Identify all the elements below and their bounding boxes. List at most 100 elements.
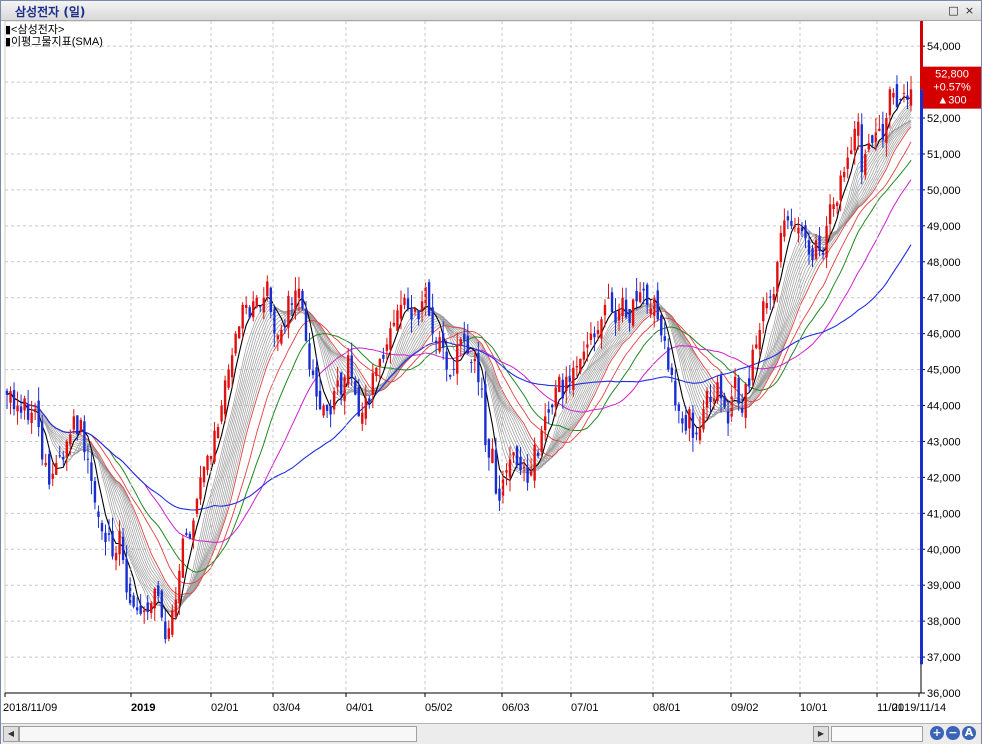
price-tag-change-pct: +0.57% bbox=[933, 82, 971, 94]
candle-body bbox=[213, 430, 216, 462]
candle-body bbox=[603, 304, 607, 316]
candle-body bbox=[614, 312, 617, 323]
candle-body bbox=[758, 330, 761, 350]
candle-body bbox=[364, 398, 367, 419]
candle-body bbox=[835, 202, 839, 206]
y-tick-label: 38,000 bbox=[927, 616, 961, 628]
candle-body bbox=[864, 153, 867, 175]
candle-body bbox=[667, 347, 670, 370]
zoom-reset-button[interactable]: A bbox=[962, 726, 976, 740]
candle-body bbox=[237, 326, 241, 339]
candle-body bbox=[420, 301, 424, 311]
candle-body bbox=[522, 466, 526, 469]
candle-body bbox=[621, 297, 624, 317]
candle-body bbox=[111, 530, 114, 557]
price-chart[interactable]: 54,00053,00052,00051,00050,00049,00048,0… bbox=[1, 20, 981, 723]
x-tick-label: 2019 bbox=[131, 702, 155, 714]
candle-body bbox=[695, 432, 698, 435]
candle-body bbox=[12, 390, 16, 410]
candle-body bbox=[645, 284, 649, 305]
candle-body bbox=[470, 362, 473, 364]
candle-body bbox=[336, 380, 339, 387]
candle-body bbox=[568, 375, 572, 383]
candle-body bbox=[104, 532, 107, 543]
candle-body bbox=[839, 175, 842, 201]
candle-body bbox=[786, 216, 790, 221]
x-tick-label: 09/02 bbox=[731, 702, 759, 714]
candle-body bbox=[361, 412, 364, 424]
candle-body bbox=[825, 225, 828, 258]
candle-body bbox=[438, 337, 441, 352]
candle-body bbox=[878, 128, 881, 131]
candle-body bbox=[378, 358, 382, 367]
maximize-icon[interactable]: □ bbox=[948, 4, 959, 17]
candle-body bbox=[653, 297, 656, 316]
title-bar[interactable]: 삼성전자 (일) □ × bbox=[1, 1, 981, 21]
candle-body bbox=[449, 374, 452, 377]
candle-body bbox=[688, 409, 691, 429]
zoom-in-button[interactable]: + bbox=[930, 726, 944, 740]
candle-body bbox=[540, 430, 543, 453]
candle-body bbox=[452, 368, 455, 370]
zoom-out-button[interactable]: − bbox=[946, 726, 960, 740]
candle-body bbox=[375, 367, 378, 376]
horizontal-scrollbar[interactable]: ◀ ▶ + − A bbox=[1, 723, 981, 744]
candle-body bbox=[164, 621, 167, 640]
candle-body bbox=[97, 511, 100, 517]
candle-body bbox=[318, 390, 322, 410]
candle-body bbox=[751, 349, 754, 381]
candle-body bbox=[551, 404, 554, 408]
candle-body bbox=[107, 533, 111, 535]
candle-body bbox=[266, 281, 269, 297]
candle-body bbox=[37, 400, 40, 428]
candle-body bbox=[508, 459, 512, 478]
candle-body bbox=[252, 301, 255, 318]
candle-body bbox=[484, 383, 487, 446]
candle-body bbox=[561, 379, 564, 399]
candle-body bbox=[431, 307, 434, 334]
y-tick-label: 41,000 bbox=[927, 508, 961, 520]
candle-body bbox=[287, 295, 290, 328]
candle-body bbox=[793, 225, 797, 227]
x-tick-label: 2019/11/14 bbox=[892, 702, 946, 714]
chart-area[interactable]: 54,00053,00052,00051,00050,00049,00048,0… bbox=[1, 20, 981, 723]
candle-body bbox=[536, 452, 540, 456]
candle-body bbox=[818, 236, 821, 251]
scroll-left-button[interactable]: ◀ bbox=[3, 726, 19, 742]
candle-body bbox=[814, 240, 818, 259]
candle-body bbox=[167, 628, 171, 639]
candle-body bbox=[515, 446, 519, 465]
candle-body bbox=[290, 303, 294, 305]
candle-body bbox=[663, 336, 666, 341]
candle-body bbox=[51, 473, 54, 479]
candle-body bbox=[230, 355, 234, 378]
close-icon[interactable]: × bbox=[964, 4, 975, 17]
candle-body bbox=[895, 84, 899, 108]
candle-body bbox=[712, 398, 716, 402]
candle-body bbox=[157, 585, 160, 596]
candle-body bbox=[850, 150, 853, 154]
candle-body bbox=[677, 404, 681, 411]
candle-body bbox=[821, 252, 825, 255]
ma-red-line bbox=[6, 126, 912, 596]
scroll-right-button[interactable]: ▶ bbox=[813, 726, 829, 742]
candle-body bbox=[740, 407, 744, 413]
candle-body bbox=[5, 390, 9, 395]
candle-body bbox=[280, 330, 283, 344]
ma-grey-line bbox=[6, 122, 912, 601]
price-range-bar-high bbox=[920, 21, 923, 90]
zoom-slider[interactable] bbox=[831, 726, 923, 742]
price-tag-change-abs: ▲300 bbox=[937, 95, 966, 107]
scroll-thumb[interactable] bbox=[19, 726, 417, 742]
candle-body bbox=[255, 297, 258, 308]
y-tick-label: 49,000 bbox=[927, 221, 961, 233]
candle-body bbox=[332, 391, 336, 410]
candle-body bbox=[339, 372, 343, 395]
candle-body bbox=[885, 118, 888, 143]
candle-body bbox=[892, 92, 895, 98]
candle-body bbox=[649, 308, 652, 314]
candle-body bbox=[65, 441, 68, 457]
candle-body bbox=[273, 308, 276, 334]
candle-body bbox=[575, 365, 579, 368]
